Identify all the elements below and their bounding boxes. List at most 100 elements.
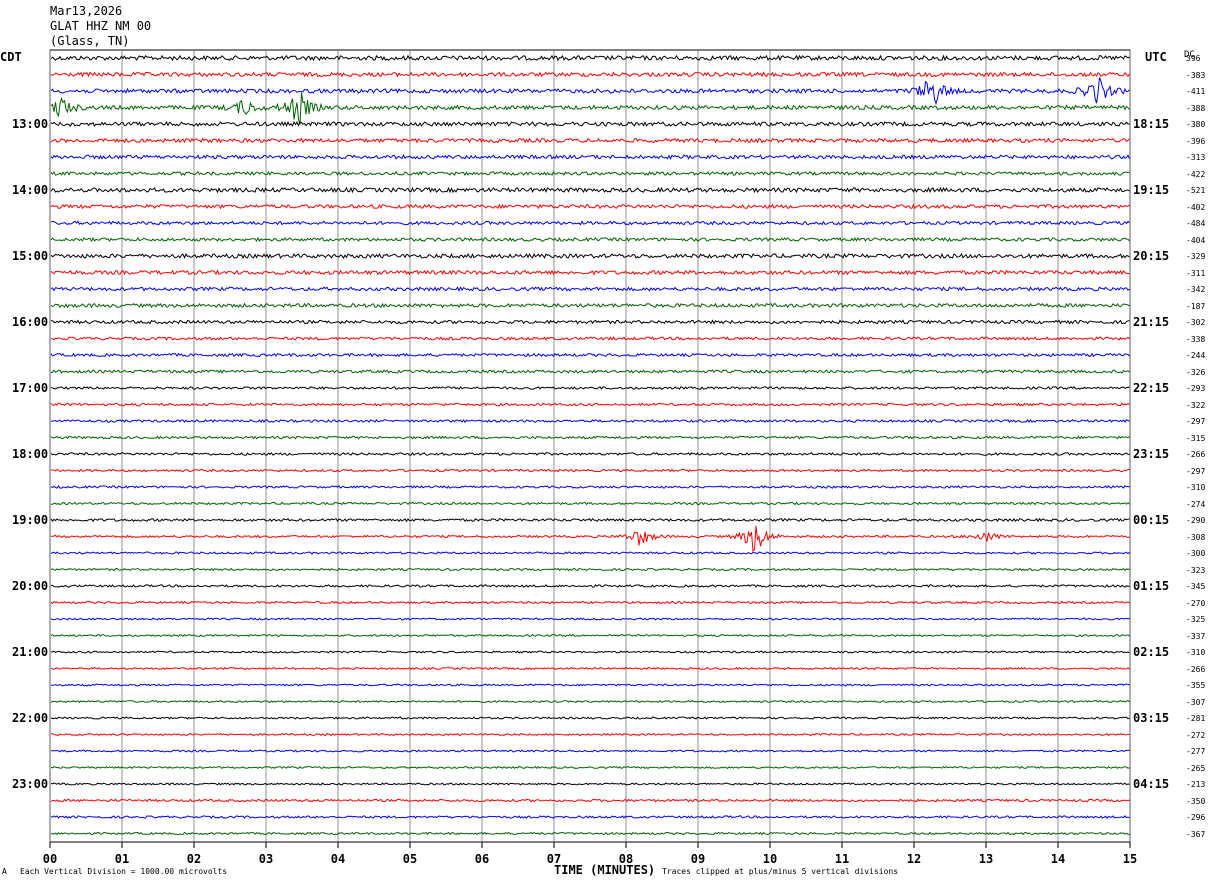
trace-2 (50, 77, 1130, 106)
right-hour-label: 20:15 (1133, 249, 1170, 263)
trace-25 (50, 468, 1130, 473)
trace-38 (51, 683, 1130, 687)
dc-offset-value: -293 (1186, 384, 1206, 393)
dc-offset-value: -187 (1186, 301, 1206, 311)
trace-9 (50, 203, 1130, 210)
dc-offset-value: -244 (1186, 351, 1206, 360)
trace-14 (50, 286, 1130, 292)
dc-offset-value: -310 (1186, 483, 1206, 492)
dc-offset-value: -274 (1186, 499, 1206, 509)
dc-offset-value: -290 (1186, 516, 1206, 525)
x-tick-label-04: 04 (330, 852, 346, 866)
dc-offset-value: -350 (1186, 796, 1206, 806)
trace-27 (50, 501, 1130, 506)
dc-offset-value: -338 (1186, 334, 1206, 344)
dc-offset-value: -311 (1186, 268, 1206, 278)
trace-37 (50, 666, 1130, 671)
plot-frame (49, 49, 1131, 843)
dc-offset-value: -380 (1186, 120, 1206, 129)
right-hour-label: 21:15 (1133, 315, 1170, 329)
dc-offset-header: DC (1184, 50, 1195, 60)
dc-offset-value: -265 (1186, 763, 1206, 773)
dc-offset-value: -345 (1186, 582, 1206, 591)
trace-23 (50, 435, 1130, 440)
trace-29 (50, 525, 1130, 553)
left-hour-label: 18:00 (12, 447, 49, 461)
dc-offset-value: -422 (1186, 169, 1206, 179)
dc-offset-value: -322 (1186, 400, 1206, 410)
scale-note: Each Vertical Division = 1000.00 microvo… (20, 867, 228, 876)
left-hour-label: 16:00 (12, 315, 49, 329)
dc-offset-value: 396 (1186, 54, 1201, 63)
trace-41 (50, 732, 1130, 737)
trace-21 (50, 402, 1130, 407)
trace-24 (50, 452, 1130, 456)
dc-offset-value: -272 (1186, 730, 1206, 740)
x-axis-label: TIME (MINUTES) (554, 863, 656, 877)
x-tick-label-05: 05 (402, 852, 418, 866)
dc-offset-value: -310 (1186, 648, 1206, 657)
left-hour-label: 15:00 (12, 249, 49, 263)
trace-6 (50, 154, 1130, 160)
trace-47 (50, 831, 1130, 836)
trace-17 (51, 336, 1130, 341)
right-hour-label: 23:15 (1133, 447, 1170, 461)
trace-31 (50, 567, 1130, 572)
trace-3 (50, 92, 1130, 125)
x-tick-label-13: 13 (978, 852, 994, 866)
trace-40 (50, 716, 1130, 720)
x-tick-label-07: 07 (546, 852, 562, 866)
left-hour-label: 13:00 (12, 117, 49, 131)
trace-0 (50, 54, 1130, 62)
right-hour-label: 18:15 (1133, 117, 1170, 131)
right-hour-label: 00:15 (1133, 513, 1170, 527)
clip-note: Traces clipped at plus/minus 5 vertical … (662, 867, 899, 876)
right-hour-label: 01:15 (1133, 579, 1170, 593)
trace-46 (50, 815, 1130, 819)
dc-offset-value: -300 (1186, 549, 1206, 558)
left-hour-label: 14:00 (12, 183, 49, 197)
trace-18 (50, 352, 1130, 358)
x-tick-label-06: 06 (474, 852, 490, 866)
trace-30 (50, 551, 1130, 555)
trace-10 (50, 220, 1130, 226)
dc-offset-value: -521 (1186, 186, 1206, 195)
dc-offset-value: -396 (1186, 136, 1206, 146)
right-hour-label: 02:15 (1133, 645, 1170, 659)
right-hour-label: 04:15 (1133, 777, 1170, 791)
x-tick-label-15: 15 (1122, 852, 1138, 866)
dc-offset-value: -297 (1186, 466, 1206, 476)
dc-offset-value: -342 (1186, 285, 1206, 294)
dc-offset-value: -404 (1186, 235, 1206, 245)
x-tick-label-10: 10 (762, 852, 778, 866)
trace-33 (50, 600, 1130, 605)
dc-offset-value: -367 (1186, 829, 1206, 839)
dc-offset-value: -308 (1186, 532, 1206, 542)
x-tick-label-00: 00 (42, 852, 58, 866)
dc-offset-value: -266 (1186, 450, 1206, 459)
x-tick-label-09: 09 (690, 852, 706, 866)
dc-offset-value: -355 (1186, 681, 1206, 690)
right-hour-label: 19:15 (1133, 183, 1170, 197)
left-timezone-label: CDT (0, 50, 22, 64)
trace-28 (50, 517, 1130, 523)
trace-26 (50, 485, 1130, 489)
trace-44 (50, 782, 1130, 786)
station-location: (Glass, TN) (50, 34, 130, 48)
left-hour-label: 17:00 (12, 381, 49, 395)
dc-offset-value: -302 (1186, 318, 1206, 327)
trace-16 (50, 319, 1130, 325)
dc-offset-value: -329 (1186, 252, 1206, 261)
dc-offset-value: -270 (1186, 598, 1206, 608)
dc-offset-value: -281 (1186, 714, 1206, 723)
trace-42 (51, 749, 1130, 753)
dc-offset-value: -296 (1186, 813, 1206, 822)
left-hour-label: 20:00 (12, 579, 49, 593)
x-tick-label-08: 08 (618, 852, 634, 866)
x-tick-label-12: 12 (906, 852, 922, 866)
trace-7 (50, 170, 1130, 177)
trace-34 (50, 617, 1130, 621)
dc-offset-value: -297 (1186, 417, 1206, 426)
x-tick-label-01: 01 (114, 852, 130, 866)
